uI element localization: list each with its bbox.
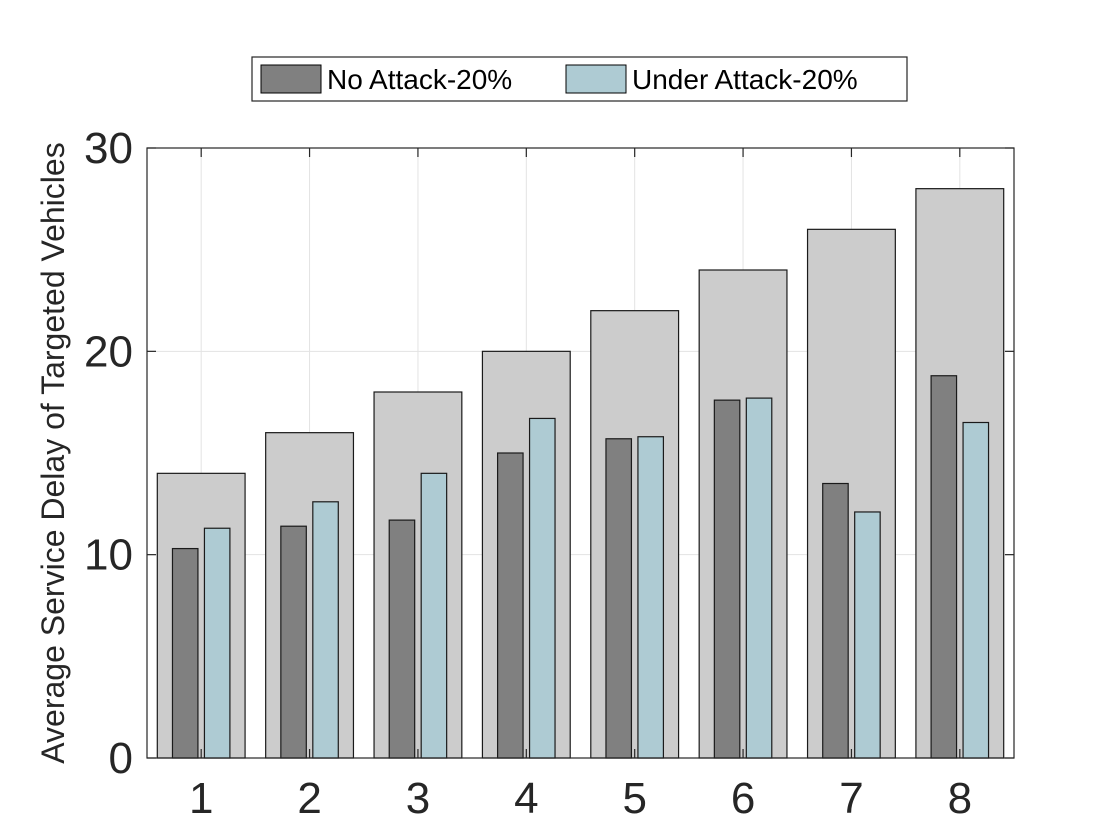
background-bar: [373, 391, 463, 759]
background-bar: [156, 472, 246, 759]
series-bar: [203, 527, 231, 759]
series-bar: [312, 501, 339, 759]
series-bar: [171, 547, 199, 759]
background-bar: [806, 228, 896, 759]
axis-ticks: [147, 147, 1014, 759]
legend-swatch-under-attack: [565, 64, 627, 94]
background-bar: [481, 350, 571, 759]
x-tick-label: 8: [948, 774, 972, 823]
series-bar: [745, 397, 773, 759]
legend: No Attack-20% Under Attack-20%: [251, 56, 908, 102]
x-tick-label: 3: [406, 774, 430, 823]
series-bars: [171, 375, 990, 759]
series-bar: [496, 452, 524, 759]
x-tick-labels: 1 2 3 4 5 6 7 8: [189, 774, 972, 823]
y-tick-label: 20: [84, 327, 133, 376]
series-bar: [528, 417, 556, 759]
y-tick-label: 30: [84, 124, 133, 173]
series-bar: [280, 525, 307, 759]
series-bar: [637, 436, 665, 759]
x-tick-label: 7: [839, 774, 863, 823]
series-bar: [420, 472, 448, 759]
series-bar: [930, 375, 958, 759]
series-bar: [605, 438, 633, 759]
y-tick-labels: 0 10 20 30: [84, 124, 133, 783]
series-bar: [388, 519, 416, 759]
background-bar: [590, 310, 680, 759]
x-tick-label: 4: [514, 774, 538, 823]
series-bar: [713, 399, 741, 759]
series-bar: [854, 511, 881, 759]
background-bar: [265, 432, 355, 759]
series-bar: [962, 421, 990, 759]
background-bar: [698, 269, 788, 759]
x-tick-label: 1: [189, 774, 213, 823]
x-tick-label: 5: [622, 774, 646, 823]
background-bar: [915, 188, 1005, 759]
x-tick-label: 6: [731, 774, 755, 823]
y-tick-label: 0: [109, 734, 133, 783]
y-tick-label: 10: [84, 531, 133, 580]
legend-label-no-attack: No Attack-20%: [327, 64, 512, 95]
legend-label-under-attack: Under Attack-20%: [632, 64, 858, 95]
plot-frame: [146, 147, 1015, 759]
legend-swatch-no-attack: [260, 64, 322, 94]
series-bar: [822, 482, 849, 759]
y-axis-label: Average Service Delay of Targeted Vehicl…: [35, 142, 71, 763]
x-tick-label: 2: [297, 774, 321, 823]
